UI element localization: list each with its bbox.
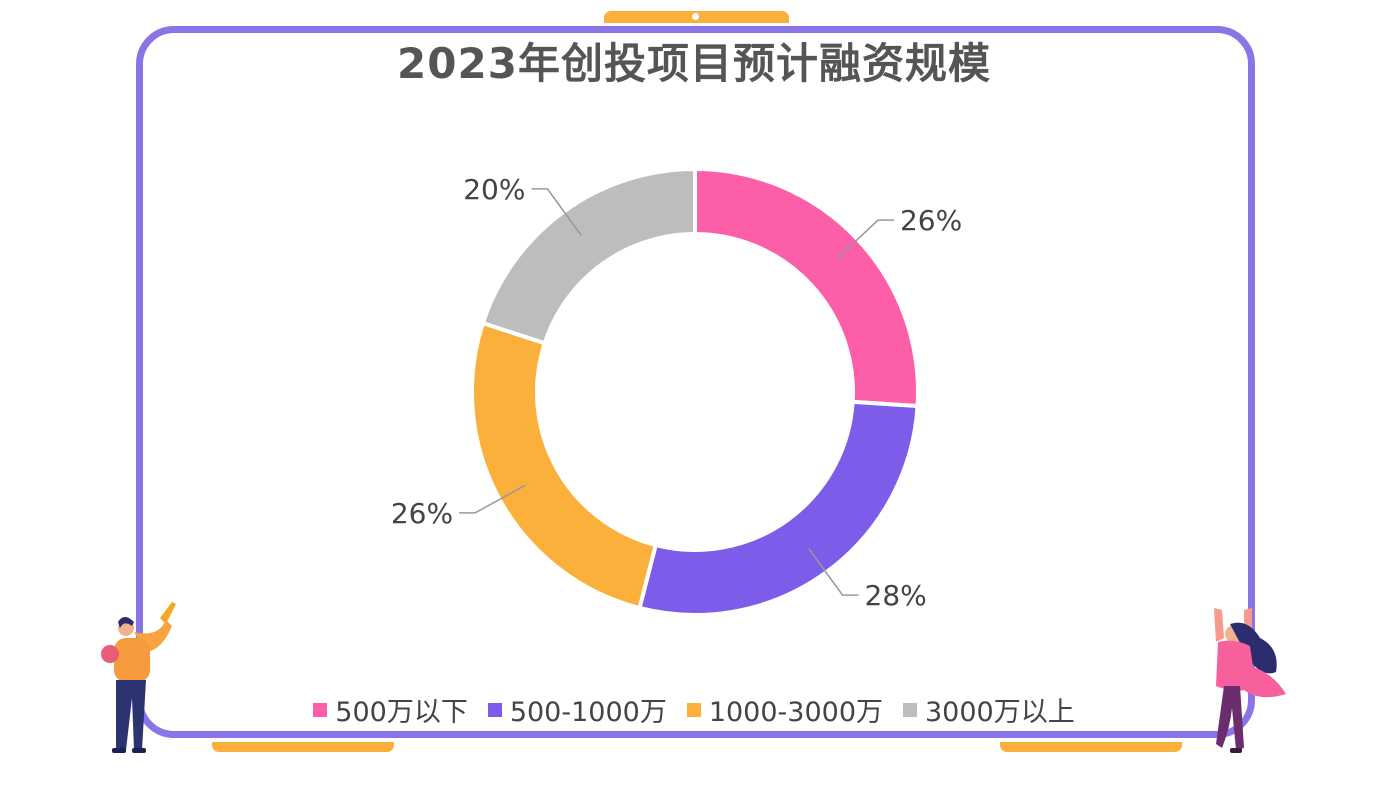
data-label-1: 26% — [900, 204, 962, 237]
legend-item-3[interactable]: 1000-3000万 — [686, 690, 883, 729]
frame-top-dot — [692, 13, 699, 20]
legend-swatch-2 — [487, 702, 502, 717]
legend-item-2[interactable]: 500-1000万 — [487, 690, 667, 729]
donut-slice-2 — [637, 399, 920, 617]
woman-celebrating-illustration — [1214, 608, 1286, 753]
data-label-2: 28% — [865, 579, 927, 612]
legend-label-3: 1000-3000万 — [708, 697, 883, 728]
donut-slice-1 — [693, 166, 920, 409]
frame-bottom-left-tab — [212, 742, 394, 752]
data-label-4: 20% — [463, 173, 525, 206]
legend-item-1[interactable]: 500万以下 — [313, 690, 468, 729]
leader-line-1 — [835, 219, 894, 260]
chart-title: 2023年创投项目预计融资规模 — [397, 39, 991, 88]
legend-swatch-4 — [903, 702, 917, 717]
chart-legend: 500万以下 500-1000万 1000-3000万 3000万以上 — [0, 690, 1388, 729]
legend-swatch-3 — [686, 702, 701, 717]
legend-label-1: 500万以下 — [335, 697, 468, 728]
donut-slice-4 — [480, 166, 697, 346]
donut-slice-3 — [470, 320, 659, 611]
legend-label-2: 500-1000万 — [509, 697, 667, 728]
leader-line-2 — [808, 548, 859, 596]
man-pointing-up-illustration — [101, 602, 176, 753]
frame-bottom-right-tab — [1000, 742, 1182, 752]
legend-swatch-1 — [313, 702, 328, 717]
chart-frame — [136, 26, 1255, 738]
legend-label-4: 3000万以上 — [925, 697, 1075, 728]
leader-line-3 — [459, 484, 526, 514]
legend-item-4[interactable]: 3000万以上 — [903, 690, 1075, 729]
data-label-3: 26% — [391, 497, 453, 530]
leader-line-4 — [531, 188, 582, 236]
